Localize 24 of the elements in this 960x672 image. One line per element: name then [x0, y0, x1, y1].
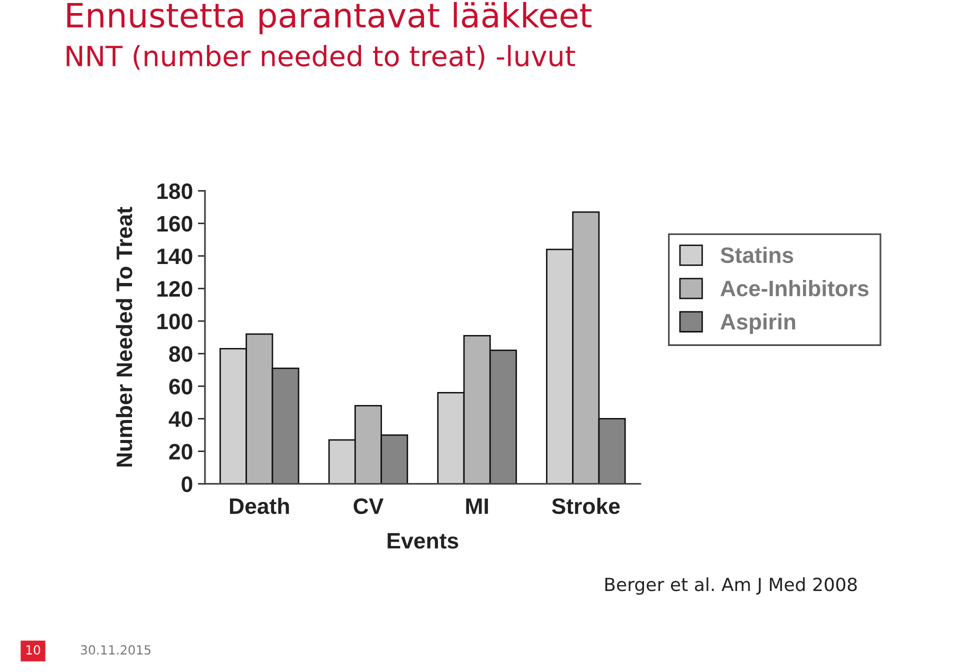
chart-title: Ennustetta parantavat lääkkeet — [67, 2, 592, 34]
y-tick-label: 60 — [169, 378, 192, 394]
x-axis-title: Events — [388, 533, 458, 549]
text: 10 — [26, 645, 40, 655]
y-axis-title: Number Needed To Treat — [116, 206, 132, 467]
y-tick-label: 100 — [157, 314, 192, 330]
x-tick-label: Death — [230, 498, 289, 514]
y-tick-label: 160 — [157, 216, 192, 232]
y-tick-label: 80 — [169, 346, 192, 362]
x-tick-label: MI — [466, 498, 488, 514]
x-tick-label: Stroke — [552, 498, 620, 514]
x-tick-label: CV — [354, 498, 384, 514]
y-tick-label: 140 — [157, 248, 192, 264]
y-tick-label: 120 — [157, 281, 192, 297]
text: 30.11.2015 — [80, 645, 150, 655]
y-tick-label: 20 — [169, 444, 192, 460]
text: Berger et al. Am J Med 2008 — [605, 577, 857, 595]
legend-label: Ace-Inhibitors — [720, 280, 868, 296]
legend-label: Statins — [720, 246, 794, 264]
y-tick-label: 40 — [168, 411, 192, 427]
y-tick-label: 0 — [182, 476, 192, 492]
y-tick-label: 180 — [157, 183, 192, 200]
legend-label: Aspirin — [720, 313, 796, 334]
chart-subtitle: NNT (number needed to treat) -luvut — [66, 45, 576, 70]
